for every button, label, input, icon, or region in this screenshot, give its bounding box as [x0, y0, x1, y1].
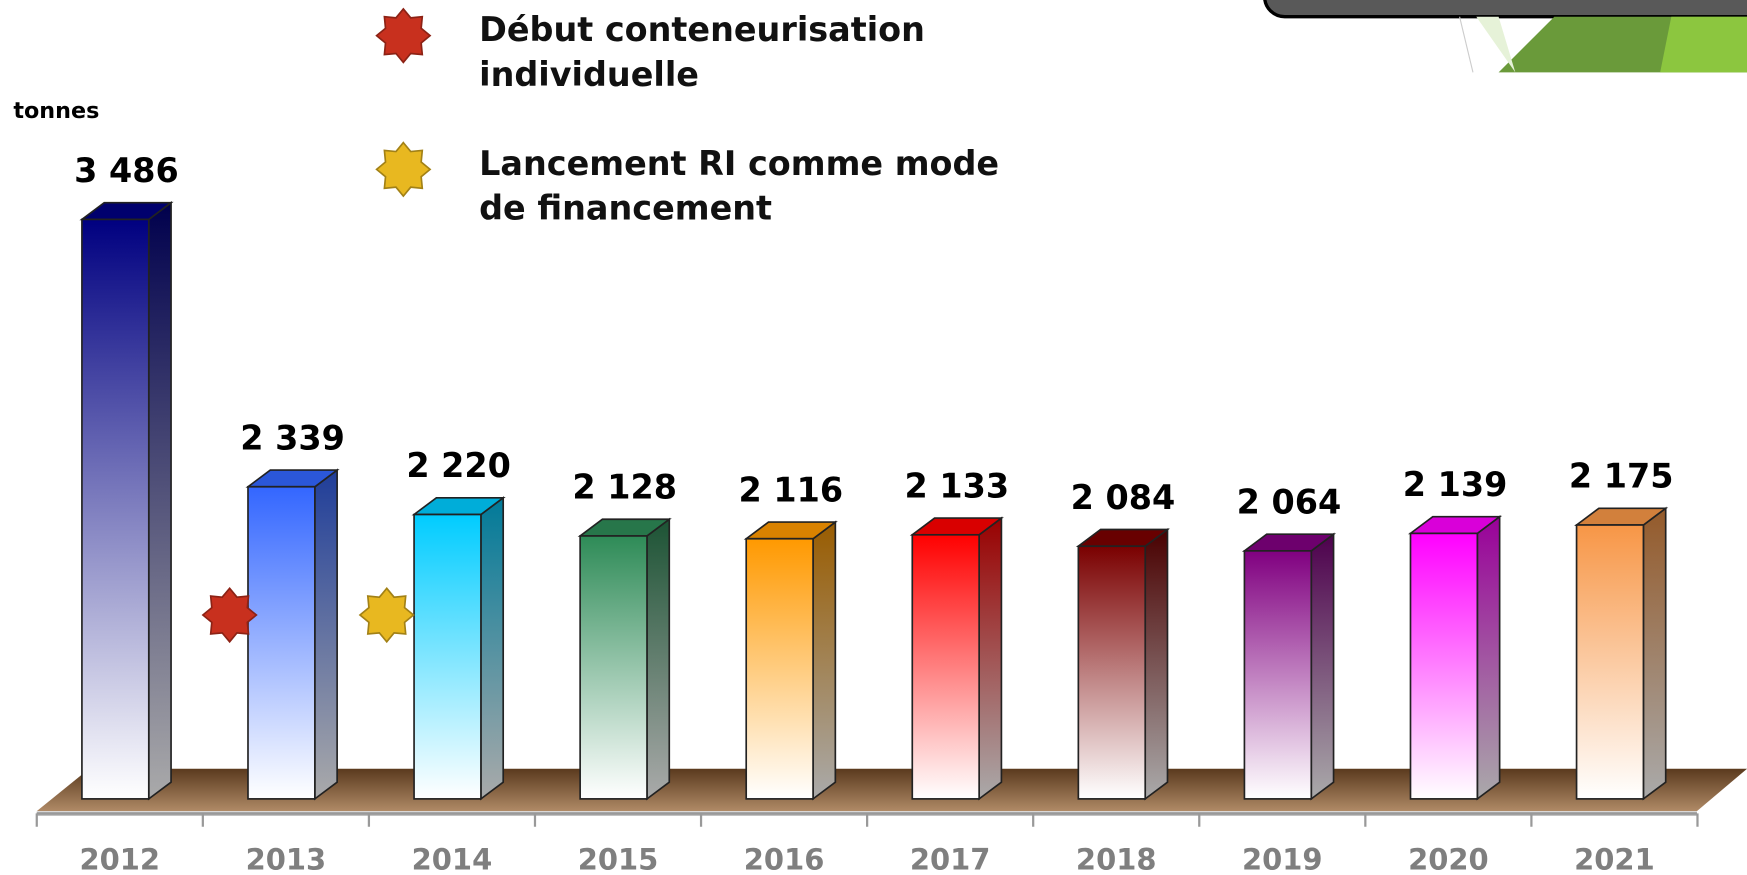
bar: [911, 533, 980, 800]
x-tick-label: 2019: [1242, 842, 1323, 874]
value-label: 2 084: [1071, 478, 1176, 517]
value-label: 2 128: [572, 468, 677, 507]
legend-marker: [375, 7, 432, 64]
value-label: 2 220: [406, 446, 511, 485]
x-tick-label: 2018: [1076, 842, 1157, 874]
bar-side: [1476, 515, 1501, 801]
value-label: 2 339: [240, 418, 345, 457]
x-tick-label: 2014: [412, 842, 493, 874]
bar-side: [978, 516, 1003, 801]
bar: [1077, 545, 1147, 800]
bar: [1575, 524, 1645, 800]
bar: [745, 537, 814, 800]
x-tick-label: 2016: [744, 842, 825, 874]
legend-marker: [375, 141, 432, 198]
x-tick-label: 2021: [1574, 842, 1655, 874]
value-label: 3 486: [74, 151, 179, 190]
x-tick-label: 2013: [246, 842, 327, 874]
header-box: [1263, 0, 1747, 19]
decoration: [1459, 16, 1474, 73]
bar: [1243, 550, 1313, 800]
bar-side: [1144, 527, 1169, 801]
bar-side: [812, 520, 837, 801]
bar-side: [147, 201, 172, 801]
decoration: [1476, 16, 1516, 73]
x-tick-label: 2015: [578, 842, 659, 874]
decoration: [1660, 16, 1747, 73]
value-label: 2 064: [1237, 483, 1342, 522]
bar: [81, 218, 150, 800]
x-tick-label: 2017: [910, 842, 991, 874]
bar-side: [1642, 506, 1667, 801]
bar-side: [1310, 532, 1335, 801]
value-label: 2 133: [905, 466, 1010, 505]
x-tick-label: 2012: [80, 842, 161, 874]
x-tick-label: 2020: [1408, 842, 1489, 874]
bar: [579, 535, 648, 800]
bar-side: [314, 468, 338, 801]
bar-side: [480, 496, 505, 801]
value-label: 2 175: [1569, 457, 1674, 496]
legend-label: Début conteneurisation individuelle: [479, 11, 925, 95]
bar: [247, 485, 316, 800]
value-label: 2 139: [1403, 465, 1508, 504]
legend-label: Lancement RI comme mode de financement: [479, 144, 1000, 229]
bar: [413, 513, 482, 800]
value-label: 2 116: [738, 470, 843, 509]
y-axis-label: tonnes: [13, 98, 99, 124]
annotation-marker: [201, 586, 258, 644]
annotation-marker: [358, 586, 415, 644]
bar: [1409, 532, 1479, 800]
bar-side: [646, 517, 671, 801]
